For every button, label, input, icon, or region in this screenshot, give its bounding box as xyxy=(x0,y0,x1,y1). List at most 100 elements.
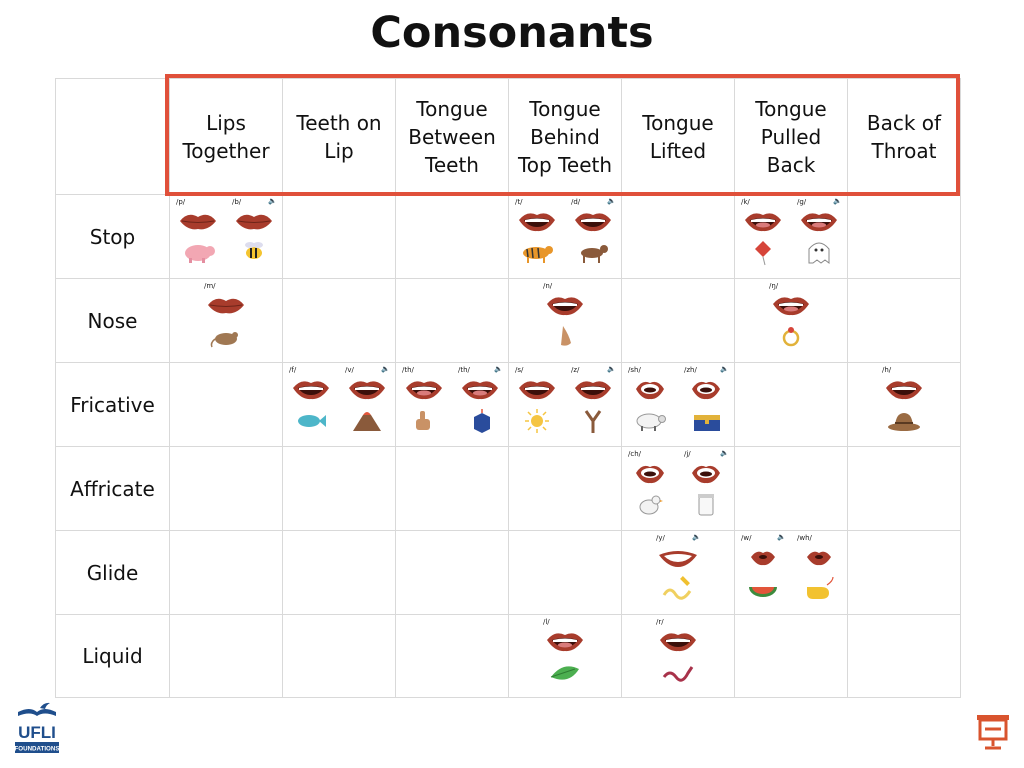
chart-cell xyxy=(169,446,283,531)
chart-cell xyxy=(282,530,396,615)
tiger-icon xyxy=(519,239,555,271)
chart-cell xyxy=(395,278,509,363)
mouth-icon xyxy=(771,293,811,321)
phoneme-label: /v/ xyxy=(345,366,354,374)
phoneme-label: /m/ xyxy=(204,282,216,290)
speaker-icon[interactable]: 🔈 xyxy=(777,533,786,541)
whistle-icon xyxy=(801,575,837,607)
hat-icon xyxy=(886,407,922,439)
chart-cell xyxy=(395,194,509,279)
ghost-icon xyxy=(801,239,837,271)
volcano-icon xyxy=(349,407,385,439)
phoneme-label: /th/ xyxy=(402,366,414,374)
mouth-icon xyxy=(460,377,500,405)
chart-cell: /h/ xyxy=(847,362,961,447)
chart-cell xyxy=(734,446,848,531)
jar-icon xyxy=(688,491,724,523)
treasure-icon xyxy=(688,407,724,439)
kite-icon xyxy=(745,239,781,271)
watermelon-icon xyxy=(745,575,781,607)
phoneme-label: /f/ xyxy=(289,366,297,374)
phoneme-label: /n/ xyxy=(543,282,553,290)
mouth-icon xyxy=(630,377,670,405)
chart-cell: /f/ /v/ 🔈 xyxy=(282,362,396,447)
chart-cell: /w/ 🔈 /wh/ xyxy=(734,530,848,615)
consonant-chart: Lips Together Teeth on Lip Tongue Between Te… xyxy=(55,78,961,698)
phoneme-label: /j/ xyxy=(684,450,691,458)
mouth-icon xyxy=(884,377,924,405)
mouth-icon xyxy=(743,209,783,237)
presentation-mode-icon[interactable] xyxy=(975,713,1011,753)
chick-icon xyxy=(632,491,668,523)
logo-text: UFLI xyxy=(18,723,56,742)
column-header: Teeth on Lip xyxy=(282,78,396,195)
mouth-icon xyxy=(234,209,274,237)
phoneme-label: /g/ xyxy=(797,198,807,206)
bird-icon xyxy=(40,702,50,709)
phoneme-label: /p/ xyxy=(176,198,186,206)
phoneme-label: /b/ xyxy=(232,198,242,206)
speaker-icon[interactable]: 🔈 xyxy=(607,197,616,205)
phoneme-label: /z/ xyxy=(571,366,580,374)
phoneme-label: /k/ xyxy=(741,198,750,206)
bee-icon xyxy=(236,239,272,271)
phoneme-label: /t/ xyxy=(515,198,523,206)
chart-cell: /n/ xyxy=(508,278,622,363)
chart-cell xyxy=(395,614,509,698)
chart-cell xyxy=(395,446,509,531)
zig-icon xyxy=(575,407,611,439)
chart-cell xyxy=(847,530,961,615)
corner-cell xyxy=(55,78,170,195)
this-icon xyxy=(462,407,498,439)
speaker-icon[interactable]: 🔈 xyxy=(381,365,390,373)
speaker-icon[interactable]: 🔈 xyxy=(720,449,729,457)
chart-cell: /ch/ /j/ 🔈 xyxy=(621,446,735,531)
chart-cell xyxy=(395,530,509,615)
mouth-icon xyxy=(545,629,585,657)
logo-subtext: FOUNDATIONS xyxy=(15,746,60,753)
chart-cell xyxy=(282,614,396,698)
thumb-icon xyxy=(406,407,442,439)
mouth-icon xyxy=(686,461,726,489)
chart-cell: /t/ /d/ 🔈 xyxy=(508,194,622,279)
mouth-icon xyxy=(545,293,585,321)
chart-row: Glide/y/ 🔈 /w/ 🔈 /wh/ xyxy=(55,530,961,615)
mouth-icon xyxy=(799,545,839,573)
sun-icon xyxy=(519,407,555,439)
speaker-icon[interactable]: 🔈 xyxy=(494,365,503,373)
mouth-icon xyxy=(517,209,557,237)
chart-cell: /k/ /g/ 🔈 xyxy=(734,194,848,279)
mouth-icon xyxy=(630,461,670,489)
column-header: Lips Together xyxy=(169,78,283,195)
column-header: Tongue Pulled Back xyxy=(734,78,848,195)
chart-cell xyxy=(169,530,283,615)
speaker-icon[interactable]: 🔈 xyxy=(833,197,842,205)
phoneme-label: /r/ xyxy=(656,618,664,626)
chart-row: Affricate/ch/ /j/ 🔈 xyxy=(55,446,961,531)
mouth-icon xyxy=(206,293,246,321)
speaker-icon[interactable]: 🔈 xyxy=(607,365,616,373)
column-header: Tongue Behind Top Teeth xyxy=(508,78,622,195)
mouth-icon xyxy=(178,209,218,237)
chart-row: Nose/m/ /n/ /ŋ/ xyxy=(55,278,961,363)
chart-cell xyxy=(734,614,848,698)
phoneme-label: /zh/ xyxy=(684,366,697,374)
chart-cell xyxy=(282,278,396,363)
chart-cell xyxy=(847,614,961,698)
dog-icon xyxy=(575,239,611,271)
fish-icon xyxy=(293,407,329,439)
chart-cell xyxy=(621,278,735,363)
mouth-icon xyxy=(573,377,613,405)
chart-row: Stop/p/ /b/ 🔈 /t/ /d/ 🔈 /k/ /g/ 🔈 xyxy=(55,194,961,279)
speaker-icon[interactable]: 🔈 xyxy=(692,533,701,541)
speaker-icon[interactable]: 🔈 xyxy=(720,365,729,373)
speaker-icon[interactable]: 🔈 xyxy=(268,197,277,205)
chart-cell: /l/ xyxy=(508,614,622,698)
mouth-icon xyxy=(517,377,557,405)
pig-icon xyxy=(180,239,216,271)
phoneme-label: /h/ xyxy=(882,366,892,374)
leaf-icon xyxy=(547,659,583,691)
ufli-logo: UFLI FOUNDATIONS xyxy=(12,700,62,756)
row-label: Affricate xyxy=(55,446,170,531)
mouth-icon xyxy=(404,377,444,405)
